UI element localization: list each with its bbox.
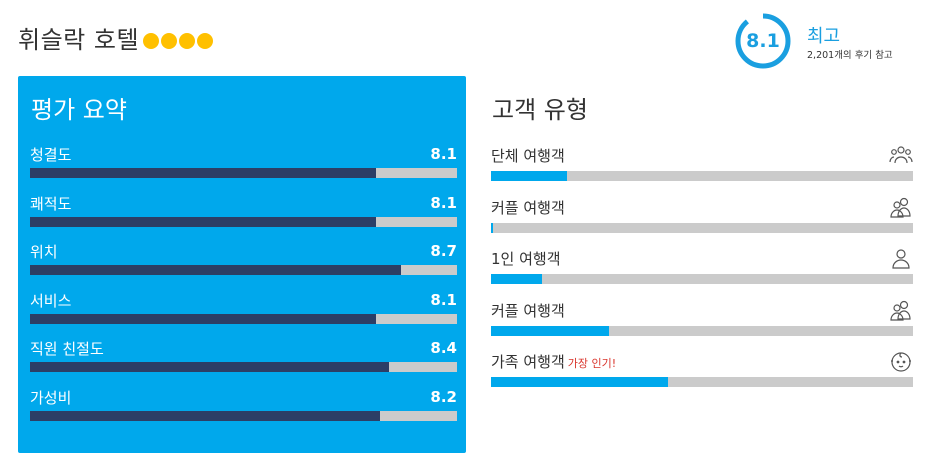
guest-type-label-wrap: 커플 여행객 [491,300,565,321]
overall-score: 8.1 최고 2,201개의 후기 참고 [734,12,924,72]
rating-label: 직원 친절도 [30,340,104,359]
rating-summary-panel: 평가 요약 청결도 8.1 쾌적도 8.1 위치 8.7 서비스 8.1 직원 친절도 8.4 가성… [18,76,466,453]
guest-type-label-wrap: 단체 여행객 [491,145,565,166]
rating-bar-fill [30,216,376,227]
rating-bar-fill [30,168,376,178]
rating-bar-fill [30,313,376,324]
guest-type-bar [491,274,913,284]
rating-bar-fill [30,362,389,373]
couple-icon [889,195,913,219]
guest-type-label-wrap: 1인 여행객 [491,248,561,269]
star-rating [143,32,214,49]
score-word: 최고 [807,26,841,47]
guest-type-label-wrap: 커플 여행객 [491,197,565,218]
guest-type-label: 가족 여행객 [491,353,565,371]
score-value: 8.1 [746,30,780,52]
guest-types-title: 고객 유형 [492,96,588,124]
guest-type-row: 1인 여행객 [491,248,913,292]
rating-value: 8.1 [430,145,457,163]
rating-value: 8.7 [430,242,457,261]
rating-label: 위치 [30,243,58,262]
guest-type-label: 커플 여행객 [491,198,565,217]
rating-bar [30,265,457,276]
rating-summary-title: 평가 요약 [31,96,127,124]
rating-row: 청결도 8.1 [30,144,457,184]
hotel-name: 휘슬락 호텔 [18,26,140,54]
rating-bar-fill [30,411,381,421]
rating-row: 위치 8.7 [30,241,457,281]
rating-bar [30,216,457,227]
hotel-title: 휘슬락 호텔 [18,20,214,55]
rating-row: 직원 친절도 8.4 [30,338,457,378]
star-icon [197,32,214,49]
rating-label: 쾌적도 [30,194,72,213]
rating-row: 서비스 8.1 [30,290,457,330]
star-icon [143,32,160,49]
guest-type-bar [491,377,913,387]
guest-type-label: 1인 여행객 [491,250,561,268]
rating-value: 8.1 [430,290,457,309]
guest-type-row: 커플 여행객 [491,197,913,241]
couple-icon [889,298,913,322]
score-ring [734,12,792,70]
group-icon [889,143,913,167]
solo-icon [889,246,913,270]
rating-label: 서비스 [30,291,72,310]
rating-bar [30,411,457,421]
rating-row: 가성비 8.2 [30,387,457,427]
rating-bar-fill [30,265,402,276]
guest-type-bar-fill [491,325,610,336]
guest-type-bar-fill [491,274,542,284]
guest-type-bar-fill [491,171,567,181]
star-icon [179,32,196,49]
most-popular-badge: 가장 인기! [567,357,617,370]
rating-label: 청결도 [30,146,72,164]
guest-type-row: 커플 여행객 [491,300,913,344]
rating-label: 가성비 [30,389,72,407]
guest-type-bar-fill [491,377,669,387]
guest-type-bar [491,325,913,336]
rating-value: 8.4 [430,339,457,358]
family-baby-icon [889,349,913,373]
rating-value: 8.1 [430,193,457,212]
review-count: 2,201개의 후기 참고 [807,50,893,61]
guest-type-label-wrap: 가족 여행객 가장 인기! [491,351,616,372]
guest-type-row: 가족 여행객 가장 인기! [491,351,913,395]
rating-bar [30,168,457,178]
guest-type-row: 단체 여행객 [491,145,913,189]
rating-row: 쾌적도 8.1 [30,193,457,233]
guest-type-label: 단체 여행객 [491,147,565,165]
star-icon [161,32,178,49]
rating-bar [30,313,457,324]
guest-type-bar [491,222,913,233]
guest-type-bar-fill [491,222,494,233]
rating-value: 8.2 [430,388,457,406]
rating-bar [30,362,457,373]
guest-type-bar [491,171,913,181]
guest-type-label: 커플 여행객 [491,301,565,320]
